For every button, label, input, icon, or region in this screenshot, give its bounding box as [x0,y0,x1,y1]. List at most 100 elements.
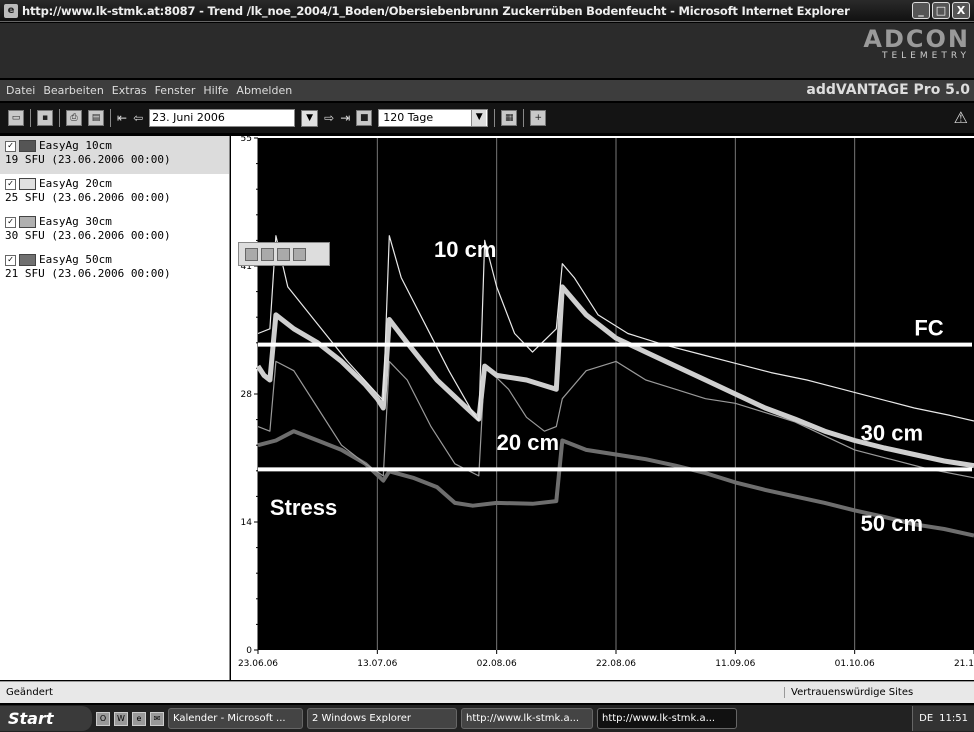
chart-annotation: 10 cm [434,237,496,262]
chart-panel: 23.06.06 13.07.06 02.08.06 22.08.06 11.09.06… [231,136,974,680]
checkbox-checked-icon[interactable]: ✓ [5,254,16,266]
legend-value: 19 SFU (23.06.2006 00:00) [5,153,171,166]
security-zone: Vertrauenswürdige Sites [784,687,974,698]
task-explorer[interactable]: 2 Windows Explorer [307,708,457,729]
clipboard-icon[interactable]: ▤ [88,110,104,126]
x-tick-label: 01.10.06 [835,659,875,669]
checkbox-checked-icon[interactable]: ✓ [5,140,16,152]
checkbox-checked-icon[interactable]: ✓ [5,178,16,190]
adcon-logo: ADCON TELEMETRY [863,27,970,61]
window-title: http://www.lk-stmk.at:8087 - Trend /lk_n… [22,3,850,18]
chart-options-icon[interactable]: ▦ [501,110,518,126]
x-tick-label: 21.10.06 [954,659,974,669]
brand-bar: ADCON TELEMETRY [0,23,974,78]
first-page-icon[interactable]: ⇤ [117,111,128,125]
forward-icon[interactable]: ⇨ [324,111,335,125]
legend-name: EasyAg 20cm [39,177,112,190]
print-icon[interactable]: ⎙ [66,110,82,126]
warning-icon[interactable]: ⚠ [953,108,968,127]
close-button[interactable]: X [952,2,970,19]
chart-annotation: 20 cm [497,430,559,455]
last-page-icon[interactable]: ⇥ [340,111,351,125]
taskbar: Start O W e ✉ Kalender - Microsoft ... 2… [0,705,974,732]
legend-item[interactable]: ✓ EasyAg 50cm 21 SFU (23.06.2006 00:00) [0,250,229,288]
legend-swatch [19,254,36,266]
menu-abmelden[interactable]: Abmelden [236,84,293,97]
y-tick-label: 0 [246,646,252,656]
chart-annotation: Stress [270,495,337,520]
legend-item[interactable]: ✓ EasyAg 20cm 25 SFU (23.06.2006 00:00) [0,174,229,212]
toolbar-separator [494,109,496,127]
date-dropdown-button[interactable]: ▼ [301,109,319,127]
legend-swatch [19,140,36,152]
date-field[interactable]: 23. Juni 2006 [149,109,296,127]
start-button[interactable]: Start [0,706,92,731]
legend-value: 30 SFU (23.06.2006 00:00) [5,229,171,242]
menu-hilfe[interactable]: Hilfe [203,84,229,97]
task-kalender[interactable]: Kalender - Microsoft ... [168,708,303,729]
checkbox-checked-icon[interactable]: ✓ [5,216,16,228]
logo-text: ADCON [863,25,970,53]
task-browser-2[interactable]: http://www.lk-stmk.a... [597,708,737,729]
y-tick-label: 28 [241,390,253,400]
menu-bar: Datei Bearbeiten Extras Fenster Hilfe Ab… [0,80,974,101]
add-icon[interactable]: + [530,110,547,126]
legend-item[interactable]: ✓ EasyAg 30cm 30 SFU (23.06.2006 00:00) [0,212,229,250]
series-line [257,235,974,422]
x-tick-label: 23.06.06 [238,659,278,669]
browser-quicklaunch-icon[interactable]: e [132,711,146,726]
product-name: addVANTAGE Pro 5.0 [806,82,970,98]
x-tick-label: 02.08.06 [477,659,517,669]
chart-annotation: 30 cm [861,421,923,446]
ie-icon: e [4,3,18,18]
legend-name: EasyAg 30cm [39,215,112,228]
legend-swatch [19,216,36,228]
toolbar: ▭ ▪ ⎙ ▤ ⇤ ⇦ 23. Juni 2006 ▼ ⇨ ⇥ ■ 120 Ta… [0,103,974,133]
menu-datei[interactable]: Datei [6,84,36,97]
back-icon[interactable]: ⇦ [133,111,144,125]
save-icon[interactable] [245,247,258,261]
legend-item[interactable]: ✓ EasyAg 10cm 19 SFU (23.06.2006 00:00) [0,136,229,174]
menu-bearbeiten[interactable]: Bearbeiten [43,84,104,97]
logo-subtext: TELEMETRY [881,51,970,61]
series-line [255,284,974,469]
system-tray: DE 11:51 [912,706,974,731]
save-icon[interactable]: ▪ [37,110,53,126]
status-text: Geändert [6,687,53,698]
chevron-down-icon: ▼ [471,110,487,126]
trend-chart[interactable]: 23.06.06 13.07.06 02.08.06 22.08.06 11.09.06… [231,136,974,680]
series-line [257,360,974,479]
copy-icon[interactable] [293,247,306,261]
print-icon[interactable] [261,247,274,261]
toolbar-separator [110,109,111,127]
chart-annotation: FC [914,315,943,340]
legend-value: 21 SFU (23.06.2006 00:00) [5,267,171,280]
toolbar-separator [59,109,60,127]
minimize-button[interactable]: _ [912,2,930,19]
email-icon[interactable] [277,247,290,261]
task-browser-1[interactable]: http://www.lk-stmk.a... [461,708,593,729]
legend-name: EasyAg 50cm [39,253,112,266]
range-select[interactable]: 120 Tage ▼ [378,109,489,127]
status-bar: Geändert Vertrauenswürdige Sites [0,681,974,703]
toolbar-separator [523,109,525,127]
x-tick-label: 13.07.06 [357,659,397,669]
menu-fenster[interactable]: Fenster [154,84,196,97]
mail-quicklaunch-icon[interactable]: ✉ [150,711,164,726]
open-icon[interactable]: ▭ [8,110,24,126]
outlook-quicklaunch-icon[interactable]: O [96,711,110,726]
legend-name: EasyAg 10cm [39,139,112,152]
y-tick-label: 41 [241,262,252,272]
stop-icon[interactable]: ■ [356,110,373,126]
x-tick-label: 11.09.06 [715,659,755,669]
maximize-button[interactable]: □ [932,2,950,19]
y-tick-label: 14 [241,518,253,528]
legend-panel: ✓ EasyAg 10cm 19 SFU (23.06.2006 00:00) … [0,136,230,680]
menu-extras[interactable]: Extras [111,84,147,97]
clock: 11:51 [939,713,968,724]
word-quicklaunch-icon[interactable]: W [114,711,128,726]
chart-mini-toolbar [238,242,330,266]
language-indicator[interactable]: DE [919,713,934,724]
toolbar-separator [30,109,31,127]
range-value: 120 Tage [383,111,434,124]
